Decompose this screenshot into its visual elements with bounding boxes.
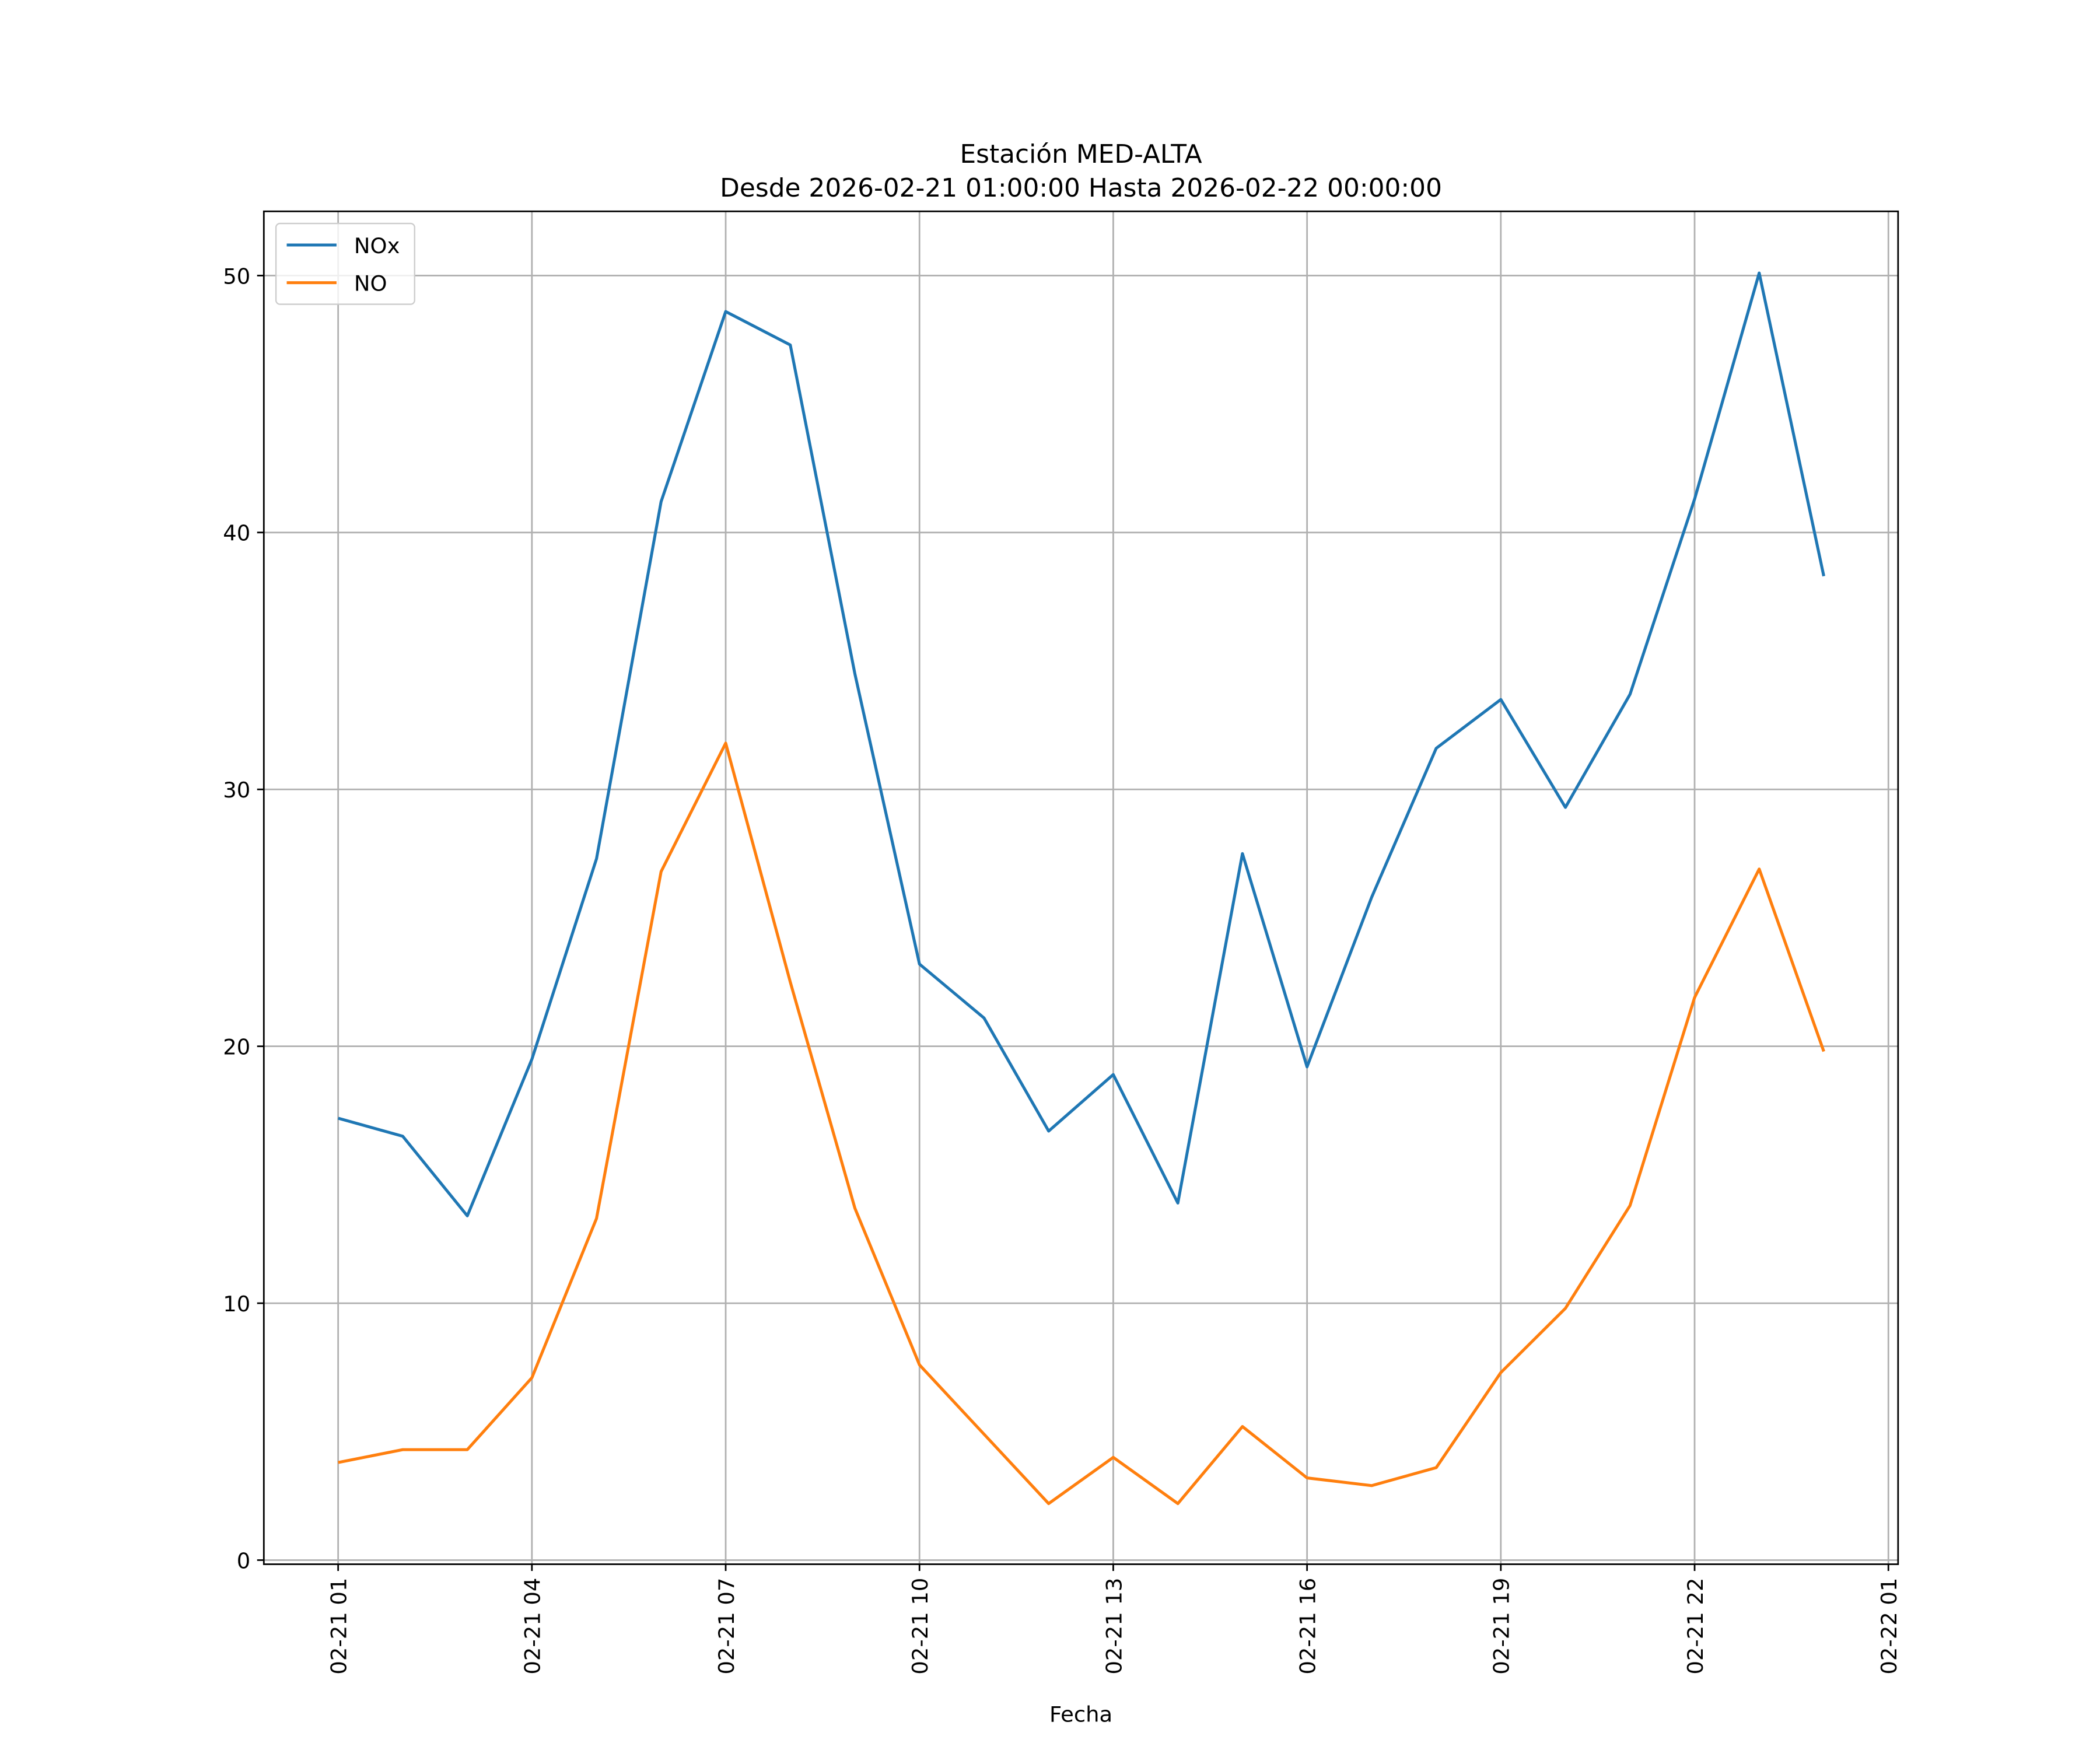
x-tick-label: 02-21 13	[1101, 1578, 1126, 1675]
data-line	[338, 741, 1825, 1506]
x-tick-label: 02-21 07	[714, 1578, 739, 1675]
y-tick-label: 50	[223, 264, 250, 289]
x-tick-label: 02-21 04	[520, 1578, 545, 1675]
y-tick-label: 30	[223, 778, 250, 803]
x-tick-label: 02-21 10	[908, 1578, 933, 1675]
y-tick-label: 20	[223, 1035, 250, 1060]
y-tick-label: 0	[237, 1548, 250, 1573]
x-tick-label: 02-21 22	[1683, 1578, 1708, 1675]
legend-label: NOx	[354, 233, 400, 258]
y-tick-label: 40	[223, 521, 250, 546]
x-axis-label: Fecha	[1049, 1702, 1112, 1727]
x-tick-label: 02-21 16	[1295, 1578, 1320, 1675]
data-line	[337, 271, 1825, 1217]
x-tick-label: 02-21 19	[1489, 1578, 1514, 1675]
chart-title: Estación MED-ALTA	[960, 139, 1202, 169]
plot-frame	[262, 210, 1899, 1565]
chart-subtitle: Desde 2026-02-21 01:00:00 Hasta 2026-02-…	[720, 173, 1442, 203]
x-tick-label: 02-22 01	[1877, 1578, 1902, 1675]
x-tick-label: 02-21 01	[326, 1578, 351, 1675]
y-tick-label: 10	[223, 1292, 250, 1317]
legend-label: NO	[354, 271, 387, 296]
